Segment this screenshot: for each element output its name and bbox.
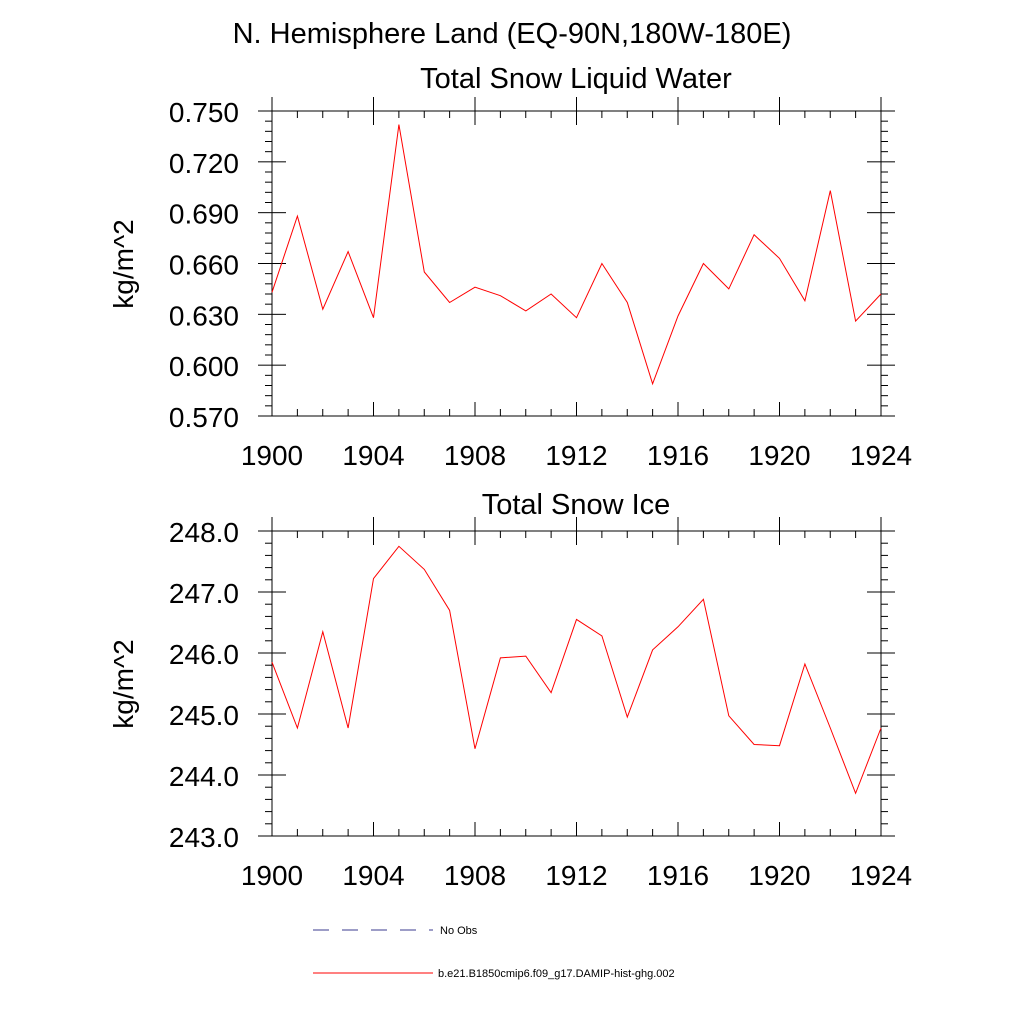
plot-frame [271,110,882,417]
x-tick-label: 1908 [444,860,506,891]
x-tick-label: 1916 [647,860,709,891]
series-line [271,124,882,386]
y-tick-label: 0.660 [169,250,239,281]
x-tick-label: 1920 [748,860,810,891]
y-tick-label: 0.720 [169,148,239,179]
x-tick-label: 1924 [850,860,912,891]
x-tick-label: 1908 [444,440,506,471]
y-tick-label: 243.0 [169,822,239,853]
y-axis-label: kg/m^2 [108,219,139,308]
panel-title: Total Snow Liquid Water [420,63,732,95]
legend: No Obs b.e21.B1850cmip6.f09_g17.DAMIP-hi… [313,925,675,980]
x-tick-label: 1900 [241,860,303,891]
y-tick-label: 0.630 [169,300,239,331]
x-tick-label: 1916 [647,440,709,471]
x-tick-label: 1900 [241,440,303,471]
y-tick-label: 245.0 [169,700,239,731]
y-tick-label: 0.570 [169,402,239,433]
panel-snow-liquid-water: Total Snow Liquid Water kg/m^2 1900 1904 1… [108,63,912,471]
y-tick-label: 246.0 [169,639,239,670]
panel-title: Total Snow Ice [482,489,671,521]
y-tick-label: 0.690 [169,199,239,230]
series-line [271,545,882,795]
x-tick-label: 1904 [342,860,404,891]
figure-title: N. Hemisphere Land (EQ-90N,180W-180E) [233,18,792,50]
y-tick-label: 0.600 [169,351,239,382]
y-tick-label: 0.750 [169,97,239,128]
x-tick-label: 1912 [545,440,607,471]
x-tick-label: 1912 [545,860,607,891]
x-tick-label: 1924 [850,440,912,471]
y-tick-label: 247.0 [169,578,239,609]
legend-label-model: b.e21.B1850cmip6.f09_g17.DAMIP-hist-ghg.… [438,968,675,980]
y-tick-label: 244.0 [169,761,239,792]
x-tick-label: 1904 [342,440,404,471]
y-tick-label: 248.0 [169,517,239,548]
y-axis-label: kg/m^2 [108,639,139,728]
legend-label-no-obs: No Obs [440,925,478,937]
plot-frame [271,530,882,837]
panel-snow-ice: Total Snow Ice kg/m^2 1900 1904 1908 1912 19… [108,489,912,891]
x-tick-label: 1920 [748,440,810,471]
